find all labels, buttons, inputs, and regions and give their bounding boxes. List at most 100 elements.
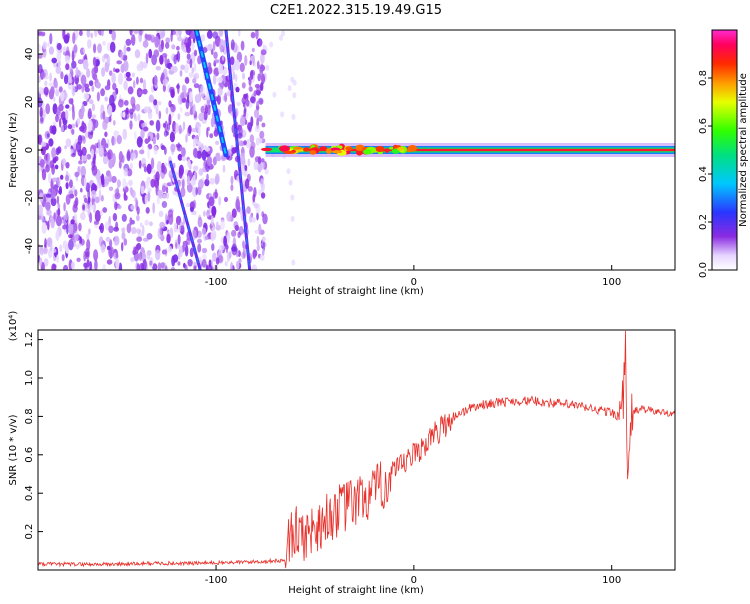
noise-speck [108,173,112,183]
noise-speck [165,186,169,194]
carrier-blob [388,146,394,150]
noise-speck [121,213,127,222]
noise-speck [217,86,223,97]
noise-speck [71,261,75,270]
noise-speck [191,67,195,74]
noise-speck [49,242,53,252]
snr-x-tick-label: 0 [411,575,417,586]
noise-speck [172,162,176,169]
noise-speck [104,85,111,91]
noise-speck [163,130,168,137]
noise-speck [259,130,265,139]
snr-x-tick-label: 100 [602,575,621,586]
noise-speck [104,116,110,124]
noise-speck [66,223,69,235]
noise-speck [161,185,167,193]
noise-speck [290,76,295,83]
noise-speck [41,168,47,181]
colorbar-gradient [712,30,737,270]
noise-speck [251,47,255,53]
noise-speck [133,112,136,120]
carrier-blob [375,146,385,152]
noise-speck [92,56,97,67]
noise-speck [258,114,263,122]
noise-speck [141,225,145,236]
noise-speck [226,154,233,161]
noise-speck [178,251,181,260]
noise-speck [201,143,204,150]
noise-speck [230,261,234,270]
noise-speck [181,147,186,157]
noise-speck [157,227,162,239]
noise-speck [101,67,106,77]
snr-x-axis-label: Height of straight line (km) [288,585,424,596]
colorbar-frame [711,29,738,271]
noise-speck [255,90,261,96]
noise-speck [83,176,87,189]
noise-speck [260,158,265,163]
noise-speck [71,152,76,158]
noise-speck [158,44,164,53]
noise-speck [255,137,260,146]
noise-speck [128,108,134,115]
noise-speck [245,99,250,107]
noise-speck [291,113,296,120]
noise-speck [184,111,191,117]
noise-speck [55,230,60,241]
noise-speck [216,221,219,227]
carrier-blob [391,148,400,154]
noise-speck [100,88,105,97]
noise-speck [290,194,295,201]
noise-speck [256,244,260,252]
noise-speck [45,201,51,210]
noise-speck [204,146,210,152]
noise-speck [226,211,232,222]
noise-speck [58,103,64,112]
noise-speck [126,223,132,234]
spectrogram-panel: -100 0 100 40 20 0 -20 -40 Height of straight l… [8,29,676,297]
noise-speck [112,153,116,165]
noise-speck [117,72,124,85]
noise-speck [249,134,255,143]
noise-speck [91,85,95,92]
noise-speck [87,196,91,204]
noise-speck [150,157,155,170]
noise-speck [292,92,297,99]
noise-speck [38,53,43,59]
noise-speck [65,138,72,147]
noise-speck [193,62,197,72]
noise-speck [234,73,238,83]
noise-speck [160,145,166,151]
noise-speck [81,104,85,115]
noise-speck [249,214,253,223]
noise-speck [201,149,207,161]
noise-speck [223,235,228,247]
noise-speck [160,163,166,171]
snr-ticks: -100 0 100 0.2 0.4 0.6 0.8 1.0 1.2 [24,332,621,586]
noise-speck [90,190,97,199]
noise-speck [280,111,285,118]
noise-speck [136,63,142,72]
noise-speck [261,236,266,243]
noise-speck [214,188,218,199]
noise-speck [155,249,161,261]
noise-speck [175,242,178,250]
noise-speck [144,219,149,226]
colorbar-tick-label: 0.4 [698,166,709,182]
noise-speck [197,216,203,228]
noise-speck [180,64,185,71]
noise-speck [193,261,197,266]
carrier-blob [303,147,310,152]
noise-speck [158,100,162,106]
noise-speck [65,182,69,190]
noise-speck [39,248,44,256]
noise-speck [202,253,207,262]
noise-speck [89,261,92,270]
noise-speck [61,254,65,262]
noise-speck [104,62,110,73]
noise-speck [86,239,91,251]
noise-speck [89,99,94,105]
noise-speck [186,175,190,186]
noise-speck [55,147,60,156]
spectrogram-x-axis-label: Height of straight line (km) [288,286,424,297]
